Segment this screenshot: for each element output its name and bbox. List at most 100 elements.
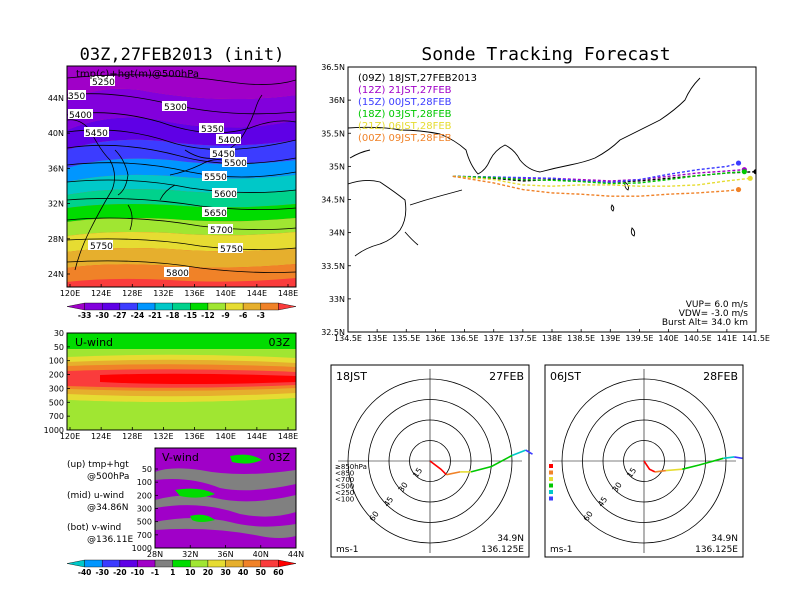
map500-frame (66, 65, 297, 288)
hodo2-unit: ms-1 (550, 545, 572, 555)
map500-title: 03Z,27FEB2013 (init) (80, 45, 285, 65)
vwind-p-tick-label: 100 (137, 478, 152, 487)
hodo-segment-2 (665, 468, 683, 472)
track-lon-tick-label: 135E (367, 334, 387, 343)
map500-colorbar-label: -3 (257, 311, 265, 320)
side-legend-up: (up) tmp+hgt (67, 460, 129, 470)
hodo2-date: 28FEB (703, 370, 738, 383)
track-lon-tick-label: 139E (600, 334, 620, 343)
vwind-lat-tick-label: 36N (217, 550, 233, 559)
wind-colorbar-swatch (260, 559, 279, 568)
hodograph-28feb: 06JST 28FEB ms-1 34.9N 136.125E (544, 364, 744, 558)
hodo2-loc1: 34.9N (711, 534, 738, 544)
wind-colorbar-swatch (66, 559, 85, 568)
map500-field: 5250 350 5300 5400 5450 5350 5400 5450 5… (67, 66, 296, 287)
wind-colorbar-label: 40 (238, 568, 248, 577)
uwind-lon-tick-label: 132E (153, 432, 173, 441)
wind-colorbar-label: -30 (95, 568, 109, 577)
svg-text:5550: 5550 (204, 173, 227, 183)
map500-colorbar-label: -12 (201, 311, 215, 320)
hodo1-level-legend: ≥850hPa<850<700<500<250<100 (335, 463, 367, 504)
map500-colorbar-label: -33 (78, 311, 92, 320)
track-legend-item: (21Z) 06JST,28FEB (358, 121, 452, 132)
hodo-level-label: <500 (335, 483, 354, 491)
svg-text:5800: 5800 (166, 269, 189, 279)
hodo-level-label: <250 (335, 489, 354, 497)
track-lat-axis: 36.5N 36N 35.5N 35N 34.5N 34N 33.5N 33N 32.5N (321, 63, 351, 337)
uwind-lon-tick-label: 136E (184, 432, 204, 441)
hodo-level-swatch (549, 464, 553, 468)
wind-colorbar-label: 1 (170, 568, 175, 577)
wind-colorbar-label: 30 (220, 568, 230, 577)
map500-colorbar-swatch (66, 302, 85, 311)
hodo1-series (429, 449, 533, 476)
track-lat-tick-label: 33.5N (321, 262, 345, 271)
wind-colorbar-swatch (119, 559, 138, 568)
side-legend-mid: (mid) u-wind (67, 491, 124, 501)
map500-lon-axis: 120E 124E 128E 132E 136E 140E 144E 148E (60, 284, 298, 298)
map500-contour-labels: 5250 350 5300 5400 5450 5350 5400 5450 5… (68, 76, 247, 279)
hodo-segment-5 (734, 456, 743, 460)
vwind-lat-tick-label: 40N (253, 550, 269, 559)
hodo-level-swatch (549, 483, 553, 488)
wind-colorbar: -40 -30 -20 -10 -1 1 10 20 30 40 50 60 (66, 559, 297, 577)
track-lat-tick-label: 34.5N (321, 196, 345, 205)
wind-colorbar-swatch (137, 559, 156, 568)
map500-colorbar-label: -30 (95, 311, 109, 320)
track-title: Sonde Tracking Forecast (421, 44, 670, 65)
track-line-4 (452, 175, 751, 187)
map500-colorbar-swatch (190, 302, 209, 311)
vwind-field (155, 448, 296, 548)
svg-text:5700: 5700 (210, 226, 233, 236)
hodo2-series (643, 456, 743, 473)
track-lon-tick-label: 141.5E (742, 334, 770, 343)
map500-lon-tick-label: 128E (122, 289, 142, 298)
map500-lat-axis: 44N 40N 36N 32N 28N 24N (48, 94, 70, 279)
track-coastline (348, 77, 701, 257)
wind-colorbar-swatch (84, 559, 103, 568)
hodo-segment-0 (643, 460, 656, 473)
wind-colorbar-label: 10 (185, 568, 195, 577)
hodo1-unit: ms-1 (336, 545, 358, 555)
track-param: VDW= -3.0 m/s (679, 309, 749, 319)
wind-colorbar-label: -1 (151, 568, 159, 577)
vwind-label: V-wind (162, 451, 199, 464)
hodo-segment-0 (429, 460, 447, 476)
track-line-2 (452, 162, 739, 184)
hodograph-27feb: 18JST 27FEB ms-1 34.9N 136.125E (330, 364, 530, 558)
side-legend-mid2: @34.86N (87, 503, 129, 513)
side-legend: (up) tmp+hgt @500hPa (mid) u-wind @34.86… (67, 460, 133, 545)
track-lon-tick-label: 136E (425, 334, 445, 343)
track-lat-tick-label: 32.5N (321, 328, 345, 337)
vwind-lat-tick-label: 44N (288, 550, 304, 559)
uwind-lon-tick-label: 128E (122, 432, 142, 441)
map500-colorbar-label: -18 (166, 311, 180, 320)
track-lon-tick-label: 140.5E (684, 334, 712, 343)
track-lon-tick-label: 136.5E (451, 334, 479, 343)
hodo-segment-5 (525, 449, 533, 455)
svg-text:5400: 5400 (218, 136, 241, 146)
map500-colorbar-label: -15 (184, 311, 198, 320)
map500-colorbar-swatch (172, 302, 191, 311)
wind-colorbar-swatch (225, 559, 244, 568)
svg-text:350: 350 (68, 92, 85, 102)
map500-lat-tick-label: 36N (48, 164, 64, 173)
map500-lat-tick-label: 40N (48, 129, 64, 138)
hodo-ring-label: 45 (382, 495, 395, 509)
vwind-lat-axis: 28N 32N 36N 40N 44N (147, 545, 304, 559)
track-lon-tick-label: 138.5E (567, 334, 595, 343)
map500-colorbar-label: -24 (131, 311, 145, 320)
map500-lon-tick-label: 120E (60, 289, 80, 298)
map500-colorbar-swatch (260, 302, 279, 311)
hodo1-loc2: 136.125E (481, 545, 524, 555)
track-lon-tick-label: 135.5E (392, 334, 420, 343)
map500-colorbar: -33 -30 -27 -24 -21 -18 -15 -12 -9 -6 -3 (66, 302, 297, 320)
svg-text:5750: 5750 (220, 245, 243, 255)
uwind-field (67, 333, 296, 430)
vwind-p-tick-label: 300 (137, 505, 152, 514)
uwind-p-tick-label: 1000 (44, 426, 64, 435)
vwind-time: 03Z (268, 451, 290, 464)
svg-text:5350: 5350 (201, 125, 224, 135)
track-series (452, 160, 756, 197)
